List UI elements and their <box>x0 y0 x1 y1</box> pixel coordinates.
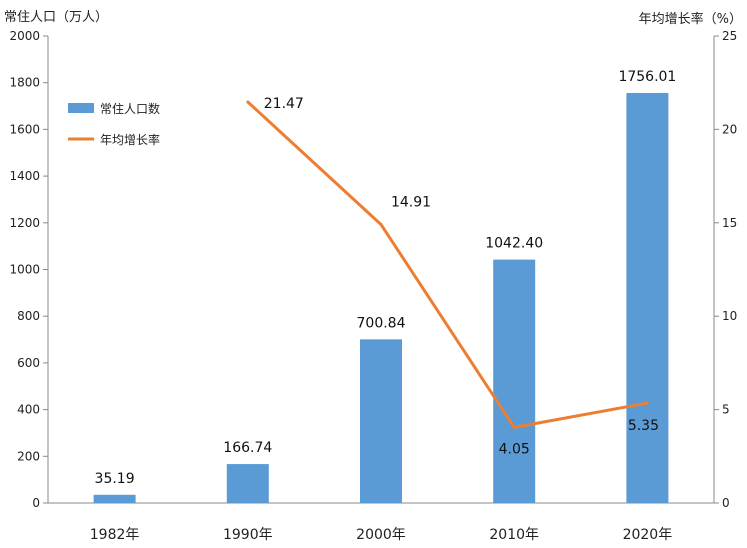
bar <box>226 464 269 503</box>
y2-axis-title: 年均增长率（%） <box>639 11 742 27</box>
legend-bar-swatch <box>68 103 94 113</box>
y-tick-label: 1800 <box>9 76 40 90</box>
x-tick-label: 1982年 <box>90 527 140 543</box>
bar-value-label: 166.74 <box>223 440 272 456</box>
y2-tick-label: 5 <box>722 403 730 417</box>
line-series <box>246 100 649 429</box>
y2-tick-label: 0 <box>722 496 730 510</box>
line-value-label: 14.91 <box>391 194 431 210</box>
bar <box>93 494 136 503</box>
y-tick-label: 200 <box>17 449 40 463</box>
line-value-label: 21.47 <box>264 96 304 112</box>
y-tick-label: 1400 <box>9 169 40 183</box>
x-tick-label: 2010年 <box>489 527 539 543</box>
y2-tick-label: 15 <box>722 216 737 230</box>
y-tick-label: 1000 <box>9 263 40 277</box>
line-value-label: 5.35 <box>628 418 659 434</box>
y-tick-label: 1200 <box>9 216 40 230</box>
axes: 0 200 400 600 800 1000 1200 1400 1600 1800 2000 0 5 1… <box>9 29 737 543</box>
line-point <box>246 100 250 104</box>
bar-series <box>93 92 669 503</box>
y-tick-label: 2000 <box>9 29 40 43</box>
y2-tick-label: 25 <box>722 29 737 43</box>
x-tick-label: 2000年 <box>356 527 406 543</box>
y-tick-label: 400 <box>17 403 40 417</box>
x-tick-label: 2020年 <box>623 527 673 543</box>
line-point <box>379 222 383 226</box>
y-tick-label: 600 <box>17 356 40 370</box>
bar-value-label: 700.84 <box>357 315 406 331</box>
y-tick-label: 1600 <box>9 122 40 136</box>
line-point <box>512 425 516 429</box>
bar <box>360 339 402 503</box>
line-value-label: 4.05 <box>499 441 530 457</box>
y-tick-label: 800 <box>17 309 40 323</box>
y-axis-title: 常住人口（万人） <box>4 10 108 25</box>
bar-value-label: 1756.01 <box>618 69 676 85</box>
data-labels: 35.19 166.74 700.84 1042.40 1756.01 21.47 14.9… <box>95 69 677 487</box>
x-tick-label: 1990年 <box>223 527 273 543</box>
y2-tick-label: 20 <box>722 122 737 136</box>
y2-tick-label: 10 <box>722 309 737 323</box>
bar-value-label: 35.19 <box>95 471 135 487</box>
legend-bar-label: 常住人口数 <box>100 101 160 116</box>
legend-line-label: 年均增长率 <box>100 132 160 147</box>
bar <box>493 259 536 503</box>
line-point <box>645 401 649 405</box>
bar-value-label: 1042.40 <box>485 236 543 252</box>
growth-rate-line <box>246 100 648 429</box>
y-tick-label: 0 <box>32 496 40 510</box>
bar <box>626 92 669 503</box>
